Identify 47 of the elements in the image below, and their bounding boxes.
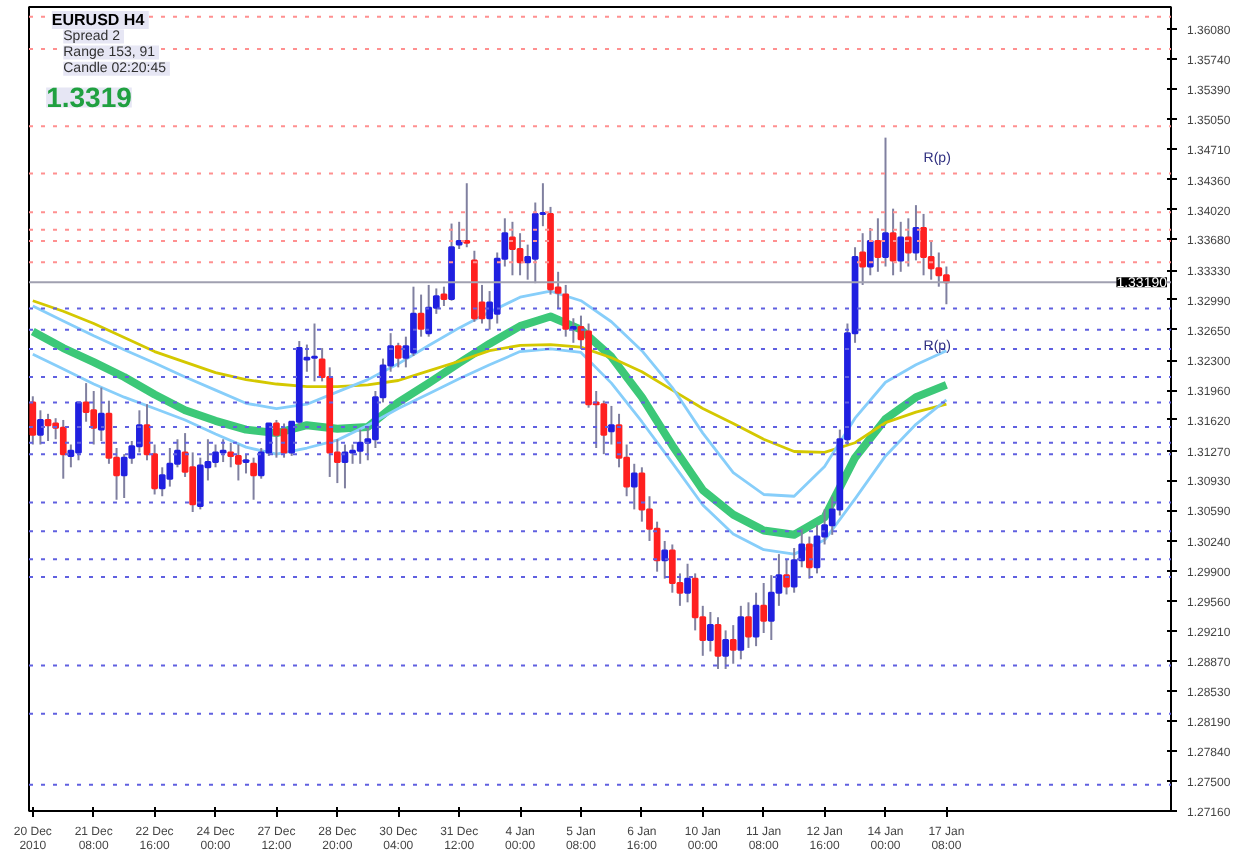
candlestick xyxy=(394,341,402,369)
annotation: 1.3319 xyxy=(46,81,133,114)
candlestick xyxy=(356,428,364,465)
candlestick xyxy=(417,293,425,338)
candlestick xyxy=(29,395,37,446)
candlestick xyxy=(59,418,67,480)
candlestick xyxy=(661,539,669,580)
candlestick xyxy=(745,601,752,649)
candlestick xyxy=(440,285,448,307)
candlestick xyxy=(569,317,577,344)
candlestick xyxy=(311,322,318,383)
candlestick xyxy=(904,217,912,268)
candlestick xyxy=(82,382,90,423)
candlestick xyxy=(44,412,52,442)
candlestick xyxy=(425,283,433,338)
candlestick xyxy=(509,220,516,277)
candlestick xyxy=(463,182,471,249)
candlestick xyxy=(714,616,722,670)
candlestick xyxy=(737,604,745,661)
line-series xyxy=(31,299,948,454)
candlestick xyxy=(630,462,638,511)
candlestick xyxy=(806,535,813,580)
candlestick xyxy=(90,390,98,446)
candlestick xyxy=(882,136,889,268)
line-series xyxy=(31,289,948,498)
candlestick xyxy=(37,409,44,446)
candlestick xyxy=(897,220,905,273)
chart-title: EURUSD H4 xyxy=(51,11,146,30)
candlestick xyxy=(760,582,768,635)
candlestick xyxy=(729,624,737,665)
candlestick xyxy=(866,226,874,277)
candlestick xyxy=(250,456,257,501)
candlestick xyxy=(166,447,174,488)
candlestick xyxy=(752,591,760,648)
candlestick xyxy=(920,212,927,277)
candlestick xyxy=(242,453,250,475)
candlestick xyxy=(783,558,790,596)
candlestick xyxy=(97,386,105,442)
candlestick xyxy=(219,438,227,464)
candlestick xyxy=(874,217,882,273)
candlestick xyxy=(273,418,280,459)
candlestick xyxy=(707,610,714,653)
candlestick xyxy=(684,562,691,604)
candlestick xyxy=(600,399,608,456)
candlestick xyxy=(235,443,242,482)
candlestick xyxy=(722,629,729,670)
candlestick xyxy=(608,404,615,446)
